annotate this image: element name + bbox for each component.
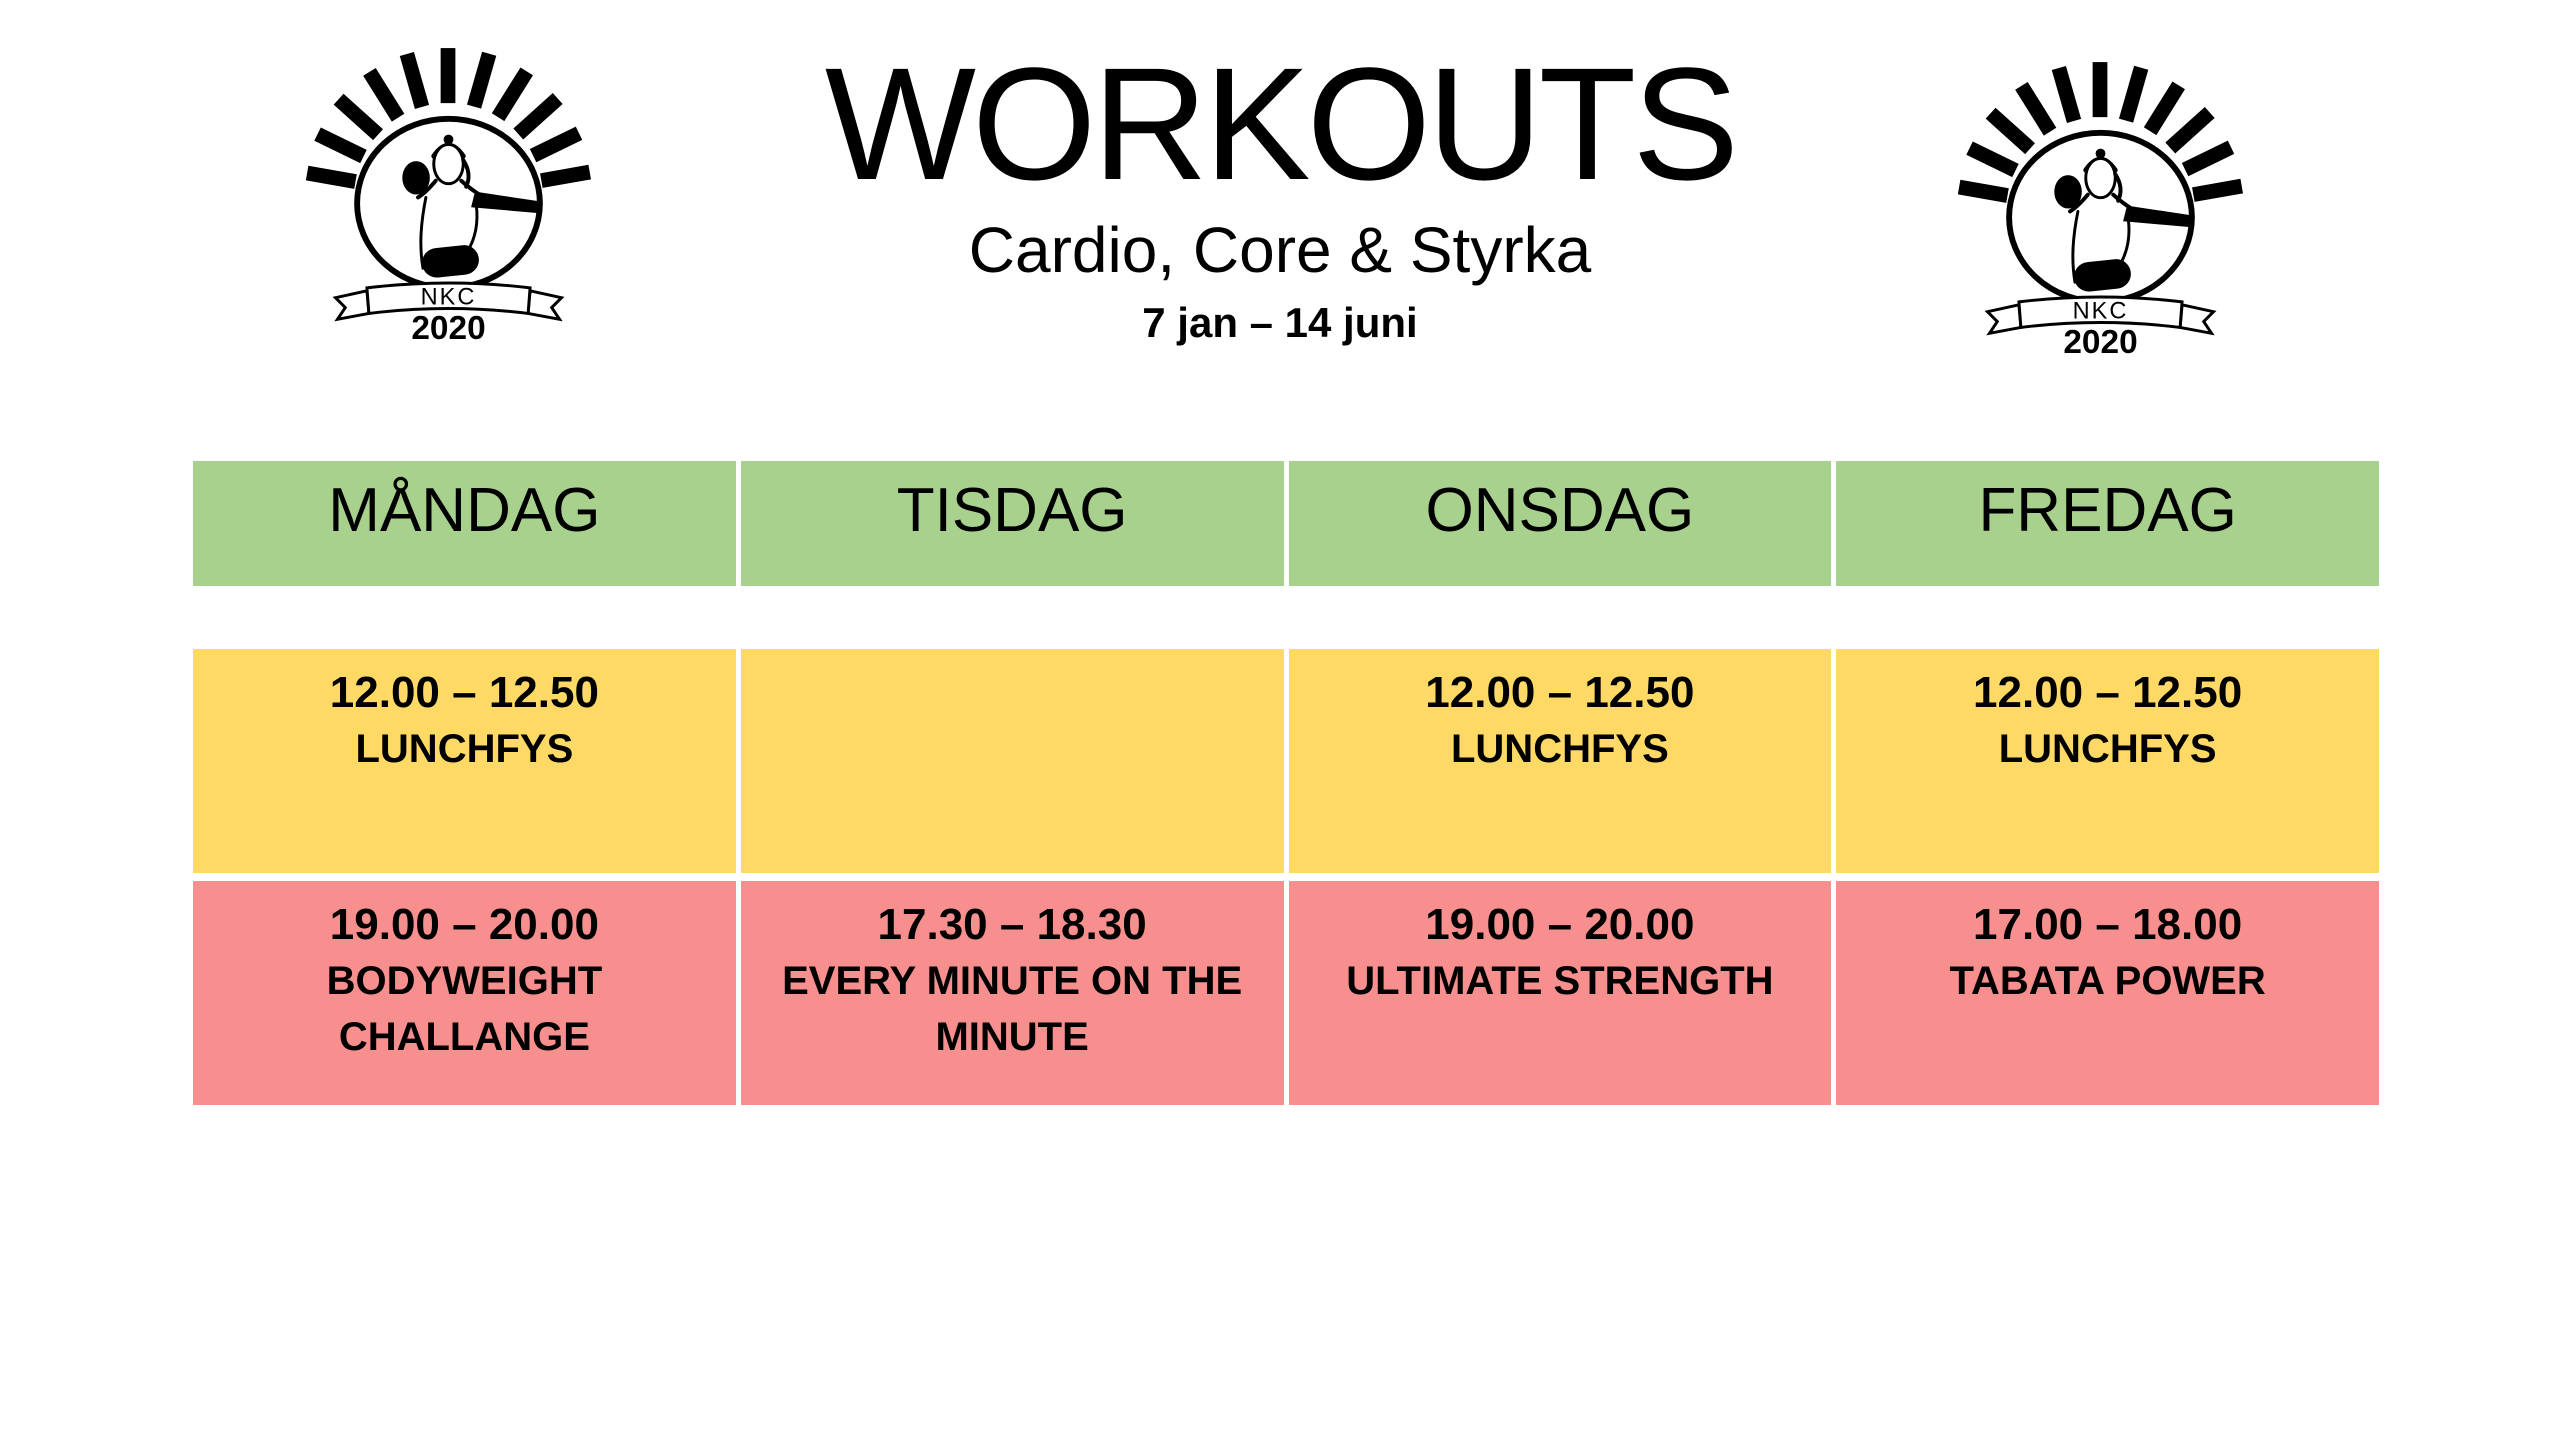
sunburst-rays [1958, 62, 2243, 203]
cell-time: 12.00 – 12.50 [329, 668, 599, 717]
day-header-tisdag: TISDAG [740, 461, 1284, 586]
cell-activity: BODYWEIGHT CHALLANGE [326, 959, 603, 1059]
schedule-cell-evening-onsdag: 19.00 – 20.00 ULTIMATE STRENGTH [1288, 881, 1832, 1105]
schedule-cell-lunch-mandag: 12.00 – 12.50 LUNCHFYS [193, 649, 736, 873]
schedule-table: MÅNDAG TISDAG ONSDAG FREDAG 12.00 – 12.5… [193, 461, 2379, 1105]
logo-initials: NKC [421, 284, 477, 310]
title-block: WORKOUTS Cardio, Core & Styrka 7 jan – 1… [0, 34, 2560, 346]
cell-activity: LUNCHFYS [355, 727, 574, 771]
cell-time: 17.00 – 18.00 [1973, 900, 2243, 949]
boxer-figure [402, 134, 540, 278]
schedule-cell-evening-tisdag: 17.30 – 18.30 EVERY MINUTE ON THE MINUTE [740, 881, 1284, 1105]
logo-initials: NKC [2073, 298, 2129, 324]
lunch-row: 12.00 – 12.50 LUNCHFYS 12.00 – 12.50 LUN… [193, 649, 2379, 873]
schedule-cell-evening-fredag: 17.00 – 18.00 TABATA POWER [1836, 881, 2379, 1105]
club-logo-right-icon: NKC 2020 [1958, 62, 2243, 357]
cell-activity: TABATA POWER [1949, 959, 2266, 1003]
logo-year: 2020 [2063, 324, 2137, 357]
cell-time: 12.00 – 12.50 [1425, 668, 1695, 717]
cell-time: 12.00 – 12.50 [1973, 668, 2243, 717]
sunburst-rays [306, 48, 591, 189]
cell-time: 19.00 – 20.00 [329, 900, 599, 949]
day-header-fredag: FREDAG [1836, 461, 2379, 586]
date-range: 7 jan – 14 juni [1142, 298, 1418, 346]
club-logo-left-icon: NKC 2020 [306, 48, 591, 343]
cell-activity: LUNCHFYS [1998, 727, 2217, 771]
ribbon-banner [1984, 295, 2217, 336]
cell-activity: LUNCHFYS [1450, 727, 1669, 771]
schedule-cell-lunch-onsdag: 12.00 – 12.50 LUNCHFYS [1288, 649, 1832, 873]
cell-activity: ULTIMATE STRENGTH [1346, 959, 1774, 1003]
day-header-mandag: MÅNDAG [193, 461, 736, 586]
subtitle: Cardio, Core & Styrka [968, 214, 1592, 287]
cell-time: 19.00 – 20.00 [1425, 900, 1695, 949]
boxer-figure [2054, 148, 2192, 292]
schedule-cell-evening-mandag: 19.00 – 20.00 BODYWEIGHT CHALLANGE [193, 881, 736, 1105]
cell-time: 17.30 – 18.30 [877, 900, 1147, 949]
evening-row: 19.00 – 20.00 BODYWEIGHT CHALLANGE 17.30… [193, 881, 2379, 1105]
page-title: WORKOUTS [824, 34, 1739, 213]
schedule-cell-lunch-fredag: 12.00 – 12.50 LUNCHFYS [1836, 649, 2379, 873]
ribbon-banner [332, 281, 565, 322]
schedule-cell-lunch-tisdag [740, 649, 1284, 873]
day-header-onsdag: ONSDAG [1288, 461, 1832, 586]
logo-year: 2020 [411, 310, 485, 343]
day-header-row: MÅNDAG TISDAG ONSDAG FREDAG [193, 461, 2379, 586]
cell-activity: EVERY MINUTE ON THE MINUTE [782, 959, 1243, 1059]
